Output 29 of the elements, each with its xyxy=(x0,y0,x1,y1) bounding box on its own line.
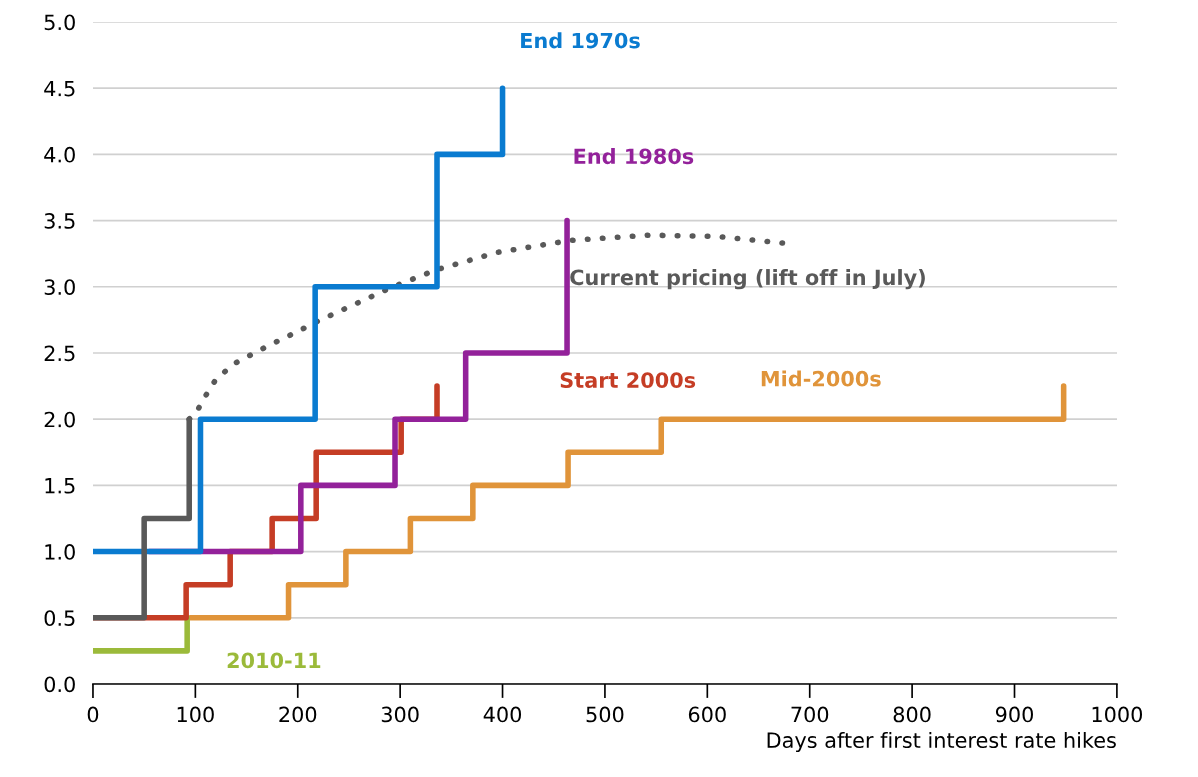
x-tick-label: 1000 xyxy=(1092,706,1143,723)
y-tick-label: 3.0 xyxy=(44,279,75,295)
x-axis-title: Days after first interest rate hikes xyxy=(767,731,1116,753)
y-tick-label: 0.0 xyxy=(44,676,75,693)
series-label: Current pricing (lift off in July) xyxy=(570,269,925,290)
y-tick-label: 1.0 xyxy=(45,544,75,560)
y-tick-label: 1.5 xyxy=(45,478,75,494)
x-tick-label: 0 xyxy=(87,706,99,723)
x-tick-label: 100 xyxy=(177,706,214,723)
x-tick-label: 200 xyxy=(279,706,317,723)
y-tick-label: 5.0 xyxy=(44,14,75,31)
text: Start 2000s xyxy=(560,372,696,388)
x-tick-label: 300 xyxy=(381,706,419,723)
series-label: 2010-11 xyxy=(227,652,321,669)
y-tick-label: 2.5 xyxy=(44,345,75,362)
text: End 1980s xyxy=(574,148,694,165)
x-tick-label: 900 xyxy=(995,706,1033,723)
x-tick-label: 800 xyxy=(893,706,931,723)
y-tick-label: 3.5 xyxy=(44,213,75,229)
x-tick-label: 500 xyxy=(586,706,624,723)
text: End 1970s xyxy=(521,32,640,49)
y-tick-label: 2.0 xyxy=(44,411,75,428)
series-label: Mid-2000s xyxy=(761,370,881,387)
x-tick-label: 400 xyxy=(483,706,522,723)
y-tick-label: 4.5 xyxy=(44,80,75,97)
x-tick-label: 600 xyxy=(688,706,726,723)
y-tick-label: 4.0 xyxy=(44,146,75,163)
y-tick-label: 0.5 xyxy=(44,610,75,626)
x-tick-label: 700 xyxy=(791,706,829,723)
